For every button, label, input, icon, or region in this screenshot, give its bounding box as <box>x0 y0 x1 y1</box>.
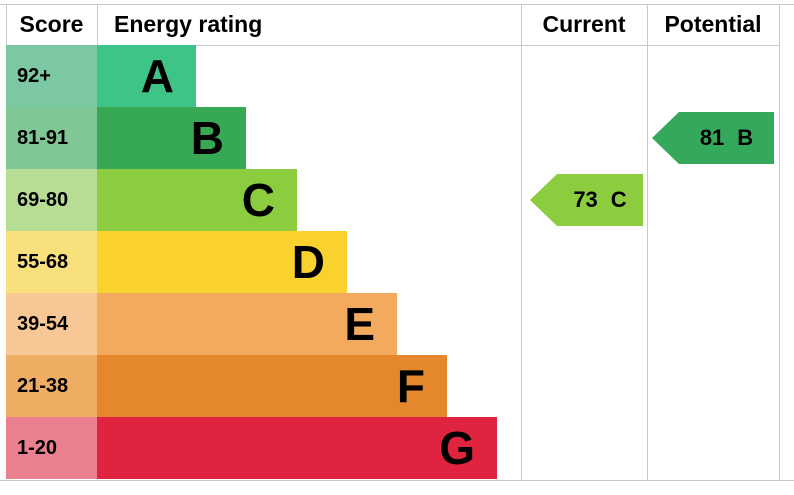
potential-letter: B <box>737 125 754 150</box>
band-letter-d: D <box>291 236 325 288</box>
table-bottom-border <box>0 480 794 481</box>
rating-bar-a: A <box>97 45 196 107</box>
header-divider <box>6 45 780 46</box>
score-range-e: 39-54 <box>6 293 97 355</box>
score-range-c: 69-80 <box>6 169 97 231</box>
band-letter-f: F <box>396 360 425 412</box>
header-left-border <box>6 4 7 45</box>
band-letter-a: A <box>140 50 174 102</box>
current-column-divider <box>521 4 522 481</box>
rating-bar-c: C <box>97 169 297 231</box>
potential-rating-arrow: 81 B <box>652 112 774 164</box>
energy-rating-column-header: Energy rating <box>114 11 263 37</box>
table-top-border <box>0 4 794 5</box>
band-letter-g: G <box>439 422 475 474</box>
rating-bar-f: F <box>97 355 447 417</box>
score-column-header: Score <box>19 11 84 37</box>
current-rating-arrow: 73 C <box>530 174 643 226</box>
score-range-d: 55-68 <box>6 231 97 293</box>
band-letter-c: C <box>241 174 275 226</box>
potential-score: 81 <box>699 125 725 150</box>
current-score: 73 <box>573 187 598 212</box>
score-range-f: 21-38 <box>6 355 97 417</box>
current-letter: C <box>610 187 627 212</box>
score-range-g: 1-20 <box>6 417 97 479</box>
score-range-b: 81-91 <box>6 107 97 169</box>
score-range-a: 92+ <box>6 45 97 107</box>
score-column-divider <box>97 4 98 45</box>
rating-bar-g: G <box>97 417 497 479</box>
current-column-header: Current <box>542 11 626 37</box>
band-letter-b: B <box>190 112 224 164</box>
rating-bar-d: D <box>97 231 347 293</box>
potential-column-divider <box>647 4 648 481</box>
rating-bar-e: E <box>97 293 397 355</box>
rating-bar-b: B <box>97 107 246 169</box>
potential-column-header: Potential <box>664 11 762 37</box>
band-letter-e: E <box>344 298 375 350</box>
table-right-border <box>779 4 780 481</box>
